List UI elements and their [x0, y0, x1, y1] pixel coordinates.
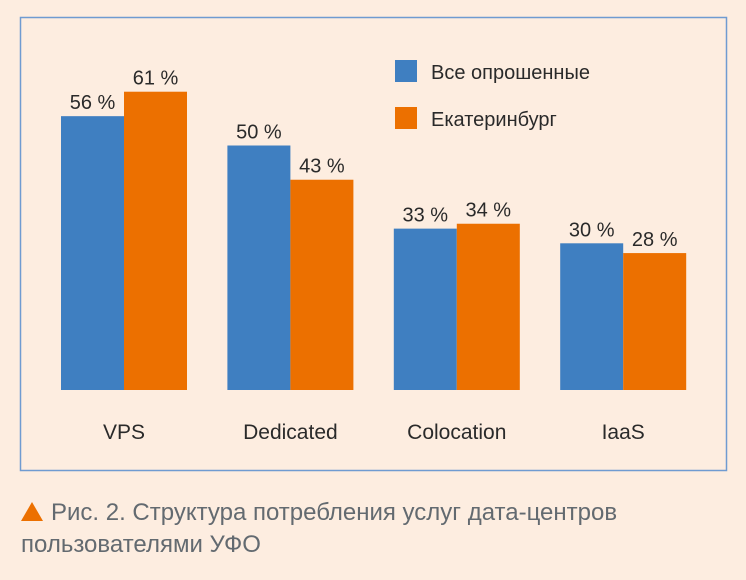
x-tick-label: Dedicated [243, 421, 338, 444]
bar-chart: 56 % 61 % VPS 50 % 43 % Dedicated 33 % 34 % Colo… [19, 16, 728, 472]
caption-text: Рис. 2. Структура потребления услуг дата… [21, 499, 618, 558]
bar-dedicated-series-2 [290, 179, 354, 390]
data-label: 43 % [299, 156, 345, 178]
legend-label: Все опрошенные [431, 62, 590, 84]
x-tick-label: VPS [103, 421, 145, 444]
data-label: 50 % [236, 122, 282, 144]
data-label: 28 % [632, 229, 678, 251]
bar-dedicated-series-1 [227, 145, 291, 390]
chart-frame [19, 16, 728, 472]
bar-iaas-series-2 [623, 253, 687, 390]
bar-vps-series-2 [124, 91, 187, 391]
bar-vps-series-1 [61, 116, 124, 390]
data-label: 56 % [70, 92, 116, 114]
data-label: 34 % [466, 200, 512, 222]
data-label: 33 % [403, 205, 449, 227]
bar-iaas-series-1 [560, 243, 624, 390]
bar-colocation-series-1 [393, 228, 457, 390]
bar-colocation-series-2 [456, 223, 520, 390]
data-label: 30 % [569, 219, 615, 241]
legend-swatch [395, 60, 417, 82]
data-label: 61 % [133, 68, 179, 90]
figure-caption: Рис. 2. Структура потребления услуг дата… [21, 497, 721, 561]
x-tick-label: Colocation [407, 421, 506, 444]
orange-triangle-icon [21, 502, 43, 521]
x-tick-label: IaaS [602, 421, 645, 444]
legend-swatch [395, 107, 417, 129]
legend-label: Екатеринбург [431, 109, 557, 131]
